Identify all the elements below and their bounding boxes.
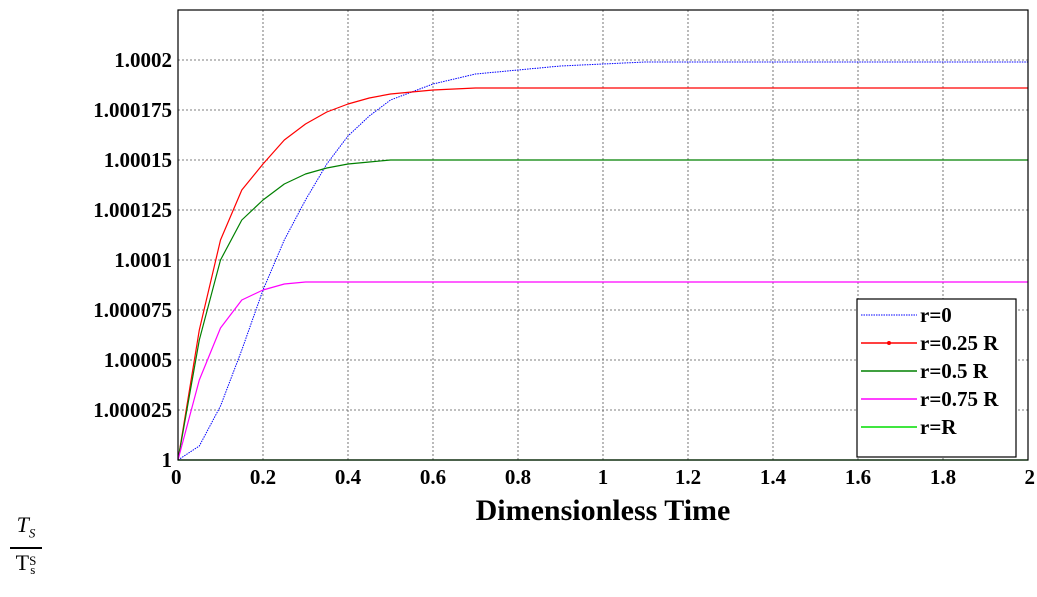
x-tick-label: 1: [598, 465, 609, 489]
x-tick-label: 1.2: [675, 465, 701, 489]
legend: r=0 r=0.25 R r=0.5 R r=0.75 R r=R: [856, 298, 1017, 458]
legend-label: r=0.25 R: [920, 331, 999, 355]
y-tick-label: 1.000075: [93, 298, 172, 322]
legend-marker: [887, 341, 891, 345]
y-tick-label: 1.0002: [114, 48, 172, 72]
legend-label: r=0.75 R: [920, 387, 999, 411]
series-line: [177, 281, 1028, 461]
series-line: [177, 61, 1028, 461]
y-tick-label: 1.0001: [114, 248, 172, 272]
x-tick-label: 2: [1025, 465, 1036, 489]
y-tick-label: 1.00005: [104, 348, 172, 372]
x-axis-label: Dimensionless Time: [476, 494, 731, 527]
y-tick-label: 1.000175: [93, 98, 172, 122]
x-tick-label: 1.6: [845, 465, 871, 489]
legend-label: r=R: [920, 415, 957, 439]
x-tick-label: 0.6: [420, 465, 446, 489]
y-tick-label: 1: [162, 448, 173, 472]
series-line: [177, 159, 1028, 461]
x-tick-label: 1.8: [930, 465, 956, 489]
series-line: [177, 87, 1028, 461]
legend-box: [856, 298, 1017, 458]
x-tick-label: 1.4: [760, 465, 787, 489]
legend-label: r=0: [920, 303, 952, 327]
legend-label: r=0.5 R: [920, 359, 989, 383]
x-tick-label: 0: [171, 465, 182, 489]
x-axis-ticks: 0 0.2 0.4 0.6 0.8 1 1.2 1.4 1.6 1.8 2: [171, 465, 1035, 489]
x-tick-label: 0.4: [335, 465, 362, 489]
y-tick-label: 1.000025: [93, 398, 172, 422]
y-tick-label: 1.00015: [104, 148, 172, 172]
y-axis-ticks: 1 1.000025 1.00005 1.000075 1.0001 1.000125 1.…: [93, 48, 172, 472]
x-tick-label: 0.2: [250, 465, 276, 489]
x-tick-label: 0.8: [505, 465, 531, 489]
plot-frame: [177, 9, 1029, 461]
fraction-bar: [10, 547, 42, 549]
y-tick-label: 1.000125: [93, 198, 172, 222]
y-label-numerator: TS: [16, 512, 36, 541]
